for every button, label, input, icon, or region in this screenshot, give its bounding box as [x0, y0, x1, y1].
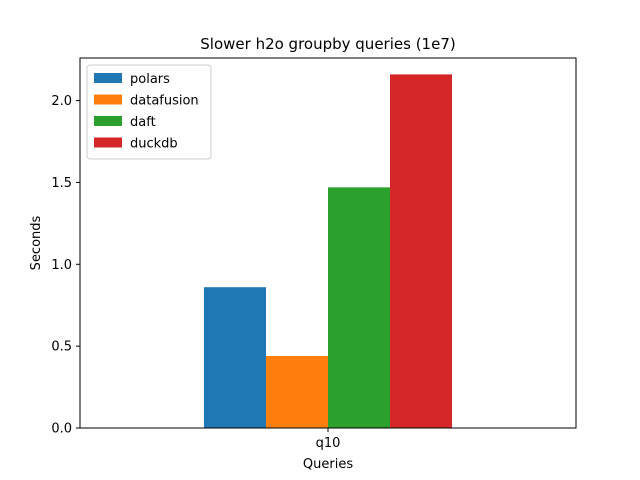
bar-polars-q10 [204, 287, 266, 428]
legend-label-datafusion: datafusion [130, 94, 199, 109]
bars-group [204, 74, 452, 429]
bar-daft-q10 [328, 187, 390, 428]
x-tick-label: q10 [316, 436, 341, 451]
y-axis: 0.0 0.5 1.0 1.5 2.0 [51, 94, 80, 437]
legend-swatch-datafusion [94, 94, 122, 105]
legend-label-daft: daft [130, 115, 156, 130]
y-tick-label: 0.0 [51, 422, 72, 437]
x-axis-label: Queries [303, 457, 353, 472]
legend-swatch-duckdb [94, 137, 122, 148]
legend-swatch-polars [94, 73, 122, 83]
y-tick-label: 0.5 [51, 340, 72, 355]
y-tick-label: 2.0 [51, 94, 72, 109]
y-axis-label: Seconds [29, 215, 44, 270]
x-axis: q10 [316, 428, 341, 451]
plot-frame [79, 57, 577, 429]
legend-label-polars: polars [130, 72, 170, 87]
legend: polars datafusion daft duckdb [86, 64, 212, 160]
bar-duckdb-q10 [390, 74, 452, 429]
y-tick-label: 1.5 [51, 176, 72, 191]
y-tick-label: 1.0 [51, 258, 72, 273]
legend-label-duckdb: duckdb [130, 137, 178, 152]
chart-title: Slower h2o groupby queries (1e7) [200, 35, 455, 53]
legend-swatch-daft [94, 116, 122, 126]
bar-datafusion-q10 [266, 355, 328, 428]
legend-box [86, 64, 212, 160]
